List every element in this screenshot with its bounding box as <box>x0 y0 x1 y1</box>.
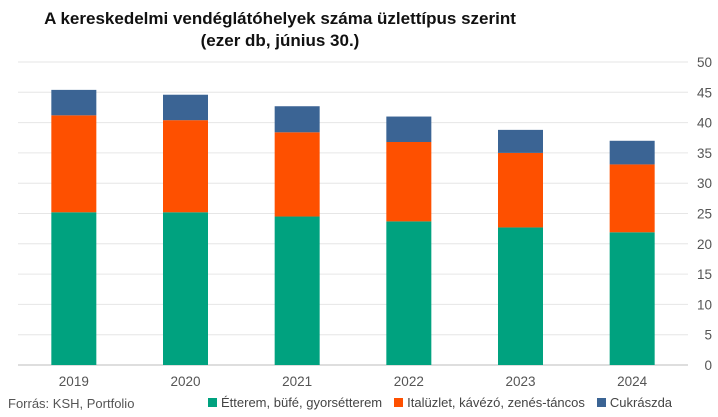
x-tick-label: 2024 <box>617 374 648 389</box>
y-tick-label: 45 <box>697 85 712 100</box>
y-tick-label: 50 <box>697 55 712 70</box>
bar-segment-2019-2 <box>51 89 97 116</box>
bar-segment-2020-1 <box>163 120 208 213</box>
legend-swatch-etterem <box>208 398 217 407</box>
bar-segment-2021-1 <box>274 132 320 217</box>
bar-segment-2024-0 <box>609 232 655 365</box>
y-tick-label: 40 <box>697 116 712 131</box>
legend-swatch-italuzlet <box>394 398 404 407</box>
bars <box>51 89 655 365</box>
chart-title-line-1: A kereskedelmi vendéglátóhelyek száma üz… <box>44 9 516 28</box>
x-tick-label: 2019 <box>59 374 89 389</box>
bar-segment-2022-0 <box>386 221 432 365</box>
bar-segment-2024-2 <box>609 140 655 165</box>
y-tick-label: 20 <box>697 237 712 252</box>
bar-segment-2022-1 <box>386 141 432 222</box>
bar-segment-2020-2 <box>163 94 208 121</box>
bar-segment-2021-0 <box>274 216 320 365</box>
legend-label-italuzlet: Italüzlet, kávézó, zenés-táncos <box>407 395 585 410</box>
y-tick-label: 30 <box>697 176 712 191</box>
legend-swatch-cukraszda <box>596 398 606 407</box>
y-tick-label: 35 <box>697 146 712 161</box>
bar-segment-2023-0 <box>498 227 543 365</box>
bar-segment-2022-2 <box>386 116 432 142</box>
x-tick-label: 2021 <box>282 374 312 389</box>
legend-label-etterem: Étterem, büfé, gyorsétterem <box>221 395 383 410</box>
legend: Étterem, büfé, gyorsétterem Italüzlet, k… <box>208 395 672 410</box>
x-tick-label: 2023 <box>505 374 535 389</box>
legend-item-italuzlet: Italüzlet, kávézó, zenés-táncos <box>394 395 585 410</box>
grid-lines <box>18 61 688 366</box>
y-tick-label: 5 <box>704 328 712 343</box>
bar-segment-2024-1 <box>609 164 655 233</box>
legend-item-cukraszda: Cukrászda <box>596 395 673 410</box>
y-axis-tick-labels: 0 5 10 15 20 25 30 35 40 45 50 <box>697 55 712 373</box>
bar-segment-2020-0 <box>163 212 208 365</box>
legend-item-etterem: Étterem, büfé, gyorsétterem <box>208 395 382 410</box>
legend-label-cukraszda: Cukrászda <box>609 395 673 410</box>
chart-title: A kereskedelmi vendéglátóhelyek száma üz… <box>0 8 560 52</box>
bar-segment-2023-2 <box>498 129 543 153</box>
x-axis-tick-labels: 2019 2020 2021 2022 2023 2024 <box>59 374 648 389</box>
chart-title-line-2: (ezer db, június 30.) <box>200 31 360 50</box>
y-tick-label: 10 <box>697 297 712 312</box>
y-tick-label: 15 <box>697 267 712 282</box>
bar-segment-2019-1 <box>51 115 97 213</box>
bar-segment-2023-1 <box>498 152 543 228</box>
y-tick-label: 0 <box>704 358 712 373</box>
x-tick-label: 2020 <box>170 374 200 389</box>
x-tick-label: 2022 <box>394 374 424 389</box>
y-tick-label: 25 <box>697 207 712 222</box>
bar-segment-2021-2 <box>274 106 320 133</box>
bar-segment-2019-0 <box>51 212 97 365</box>
source-note: Forrás: KSH, Portfolio <box>8 396 135 411</box>
